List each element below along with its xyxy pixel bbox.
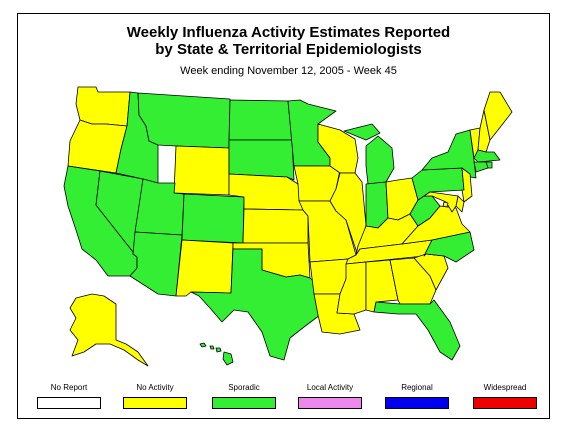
legend-label: Widespread — [483, 383, 527, 392]
state-montana[interactable] — [137, 92, 231, 149]
state-massachusetts[interactable] — [473, 149, 501, 163]
state-michigan[interactable] — [343, 123, 395, 185]
title-line-1: Weekly Influenza Activity Estimates Repo… — [126, 24, 451, 41]
legend-swatch — [473, 397, 537, 409]
map-title: Weekly Influenza Activity Estimates Repo… — [0, 24, 569, 58]
legend-label: No Report — [50, 383, 88, 392]
state-connecticut[interactable] — [473, 161, 489, 173]
state-south-dakota[interactable] — [228, 139, 295, 181]
state-new-hampshire[interactable] — [477, 109, 491, 153]
legend-label: No Activity — [136, 383, 174, 392]
state-arizona[interactable] — [129, 231, 183, 297]
legend-swatch — [123, 397, 187, 409]
state-wyoming[interactable] — [173, 145, 230, 196]
state-alaska[interactable] — [69, 293, 149, 367]
state-new-mexico[interactable] — [175, 239, 234, 297]
legend-swatch — [298, 397, 362, 409]
legend-label: Regional — [401, 383, 433, 392]
state-washington[interactable] — [75, 86, 131, 127]
legend-swatch — [37, 397, 101, 409]
legend-label: Local Activity — [306, 383, 354, 392]
legend-label: Sporadic — [228, 383, 260, 392]
state-maine[interactable] — [483, 91, 513, 141]
state-north-dakota[interactable] — [228, 99, 293, 141]
title-line-2: by State & Territorial Epidemiologists — [155, 41, 422, 58]
district-of-columbia[interactable] — [442, 201, 449, 208]
state-illinois[interactable] — [329, 172, 367, 257]
state-hawaii[interactable] — [199, 342, 234, 366]
legend-swatch — [212, 397, 276, 409]
legend-swatch — [385, 397, 449, 409]
state-colorado[interactable] — [181, 193, 245, 244]
map-subtitle: Week ending November 12, 2005 - Week 45 — [180, 65, 397, 77]
state-florida[interactable] — [373, 299, 461, 361]
state-maryland[interactable] — [423, 191, 459, 213]
state-texas[interactable] — [190, 248, 321, 361]
state-kansas[interactable] — [242, 208, 309, 244]
